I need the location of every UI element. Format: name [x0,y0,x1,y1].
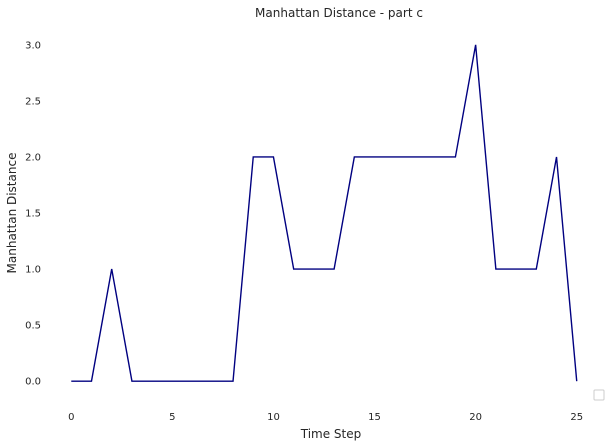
y-tick-label: 2.5 [25,96,41,107]
y-axis-label: Manhattan Distance [5,153,19,274]
y-tick-label: 0.5 [25,321,41,332]
x-tick-label: 20 [469,412,482,423]
x-tick-label: 10 [267,412,280,423]
y-tick-label: 1.0 [25,265,41,276]
legend-box [593,389,605,401]
x-axis-label: Time Step [300,427,362,441]
x-tick-label: 25 [570,412,583,423]
series-line [71,44,578,382]
y-tick-label: 1.5 [25,209,41,220]
x-axis-ticks: 0 5 10 15 20 25 [68,412,583,423]
chart-title: Manhattan Distance - part c [255,6,423,20]
plot-area [71,44,578,382]
x-tick-label: 15 [368,412,381,423]
y-tick-label: 0.0 [25,377,41,388]
y-axis-ticks: 0.0 0.5 1.0 1.5 2.0 2.5 3.0 [25,40,41,387]
y-tick-label: 3.0 [25,40,41,51]
y-tick-label: 2.0 [25,152,41,163]
x-tick-label: 0 [68,412,74,423]
x-tick-label: 5 [169,412,175,423]
